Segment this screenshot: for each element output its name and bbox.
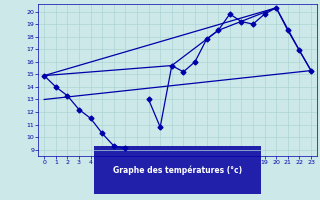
- X-axis label: Graphe des températures (°c): Graphe des températures (°c): [113, 165, 242, 175]
